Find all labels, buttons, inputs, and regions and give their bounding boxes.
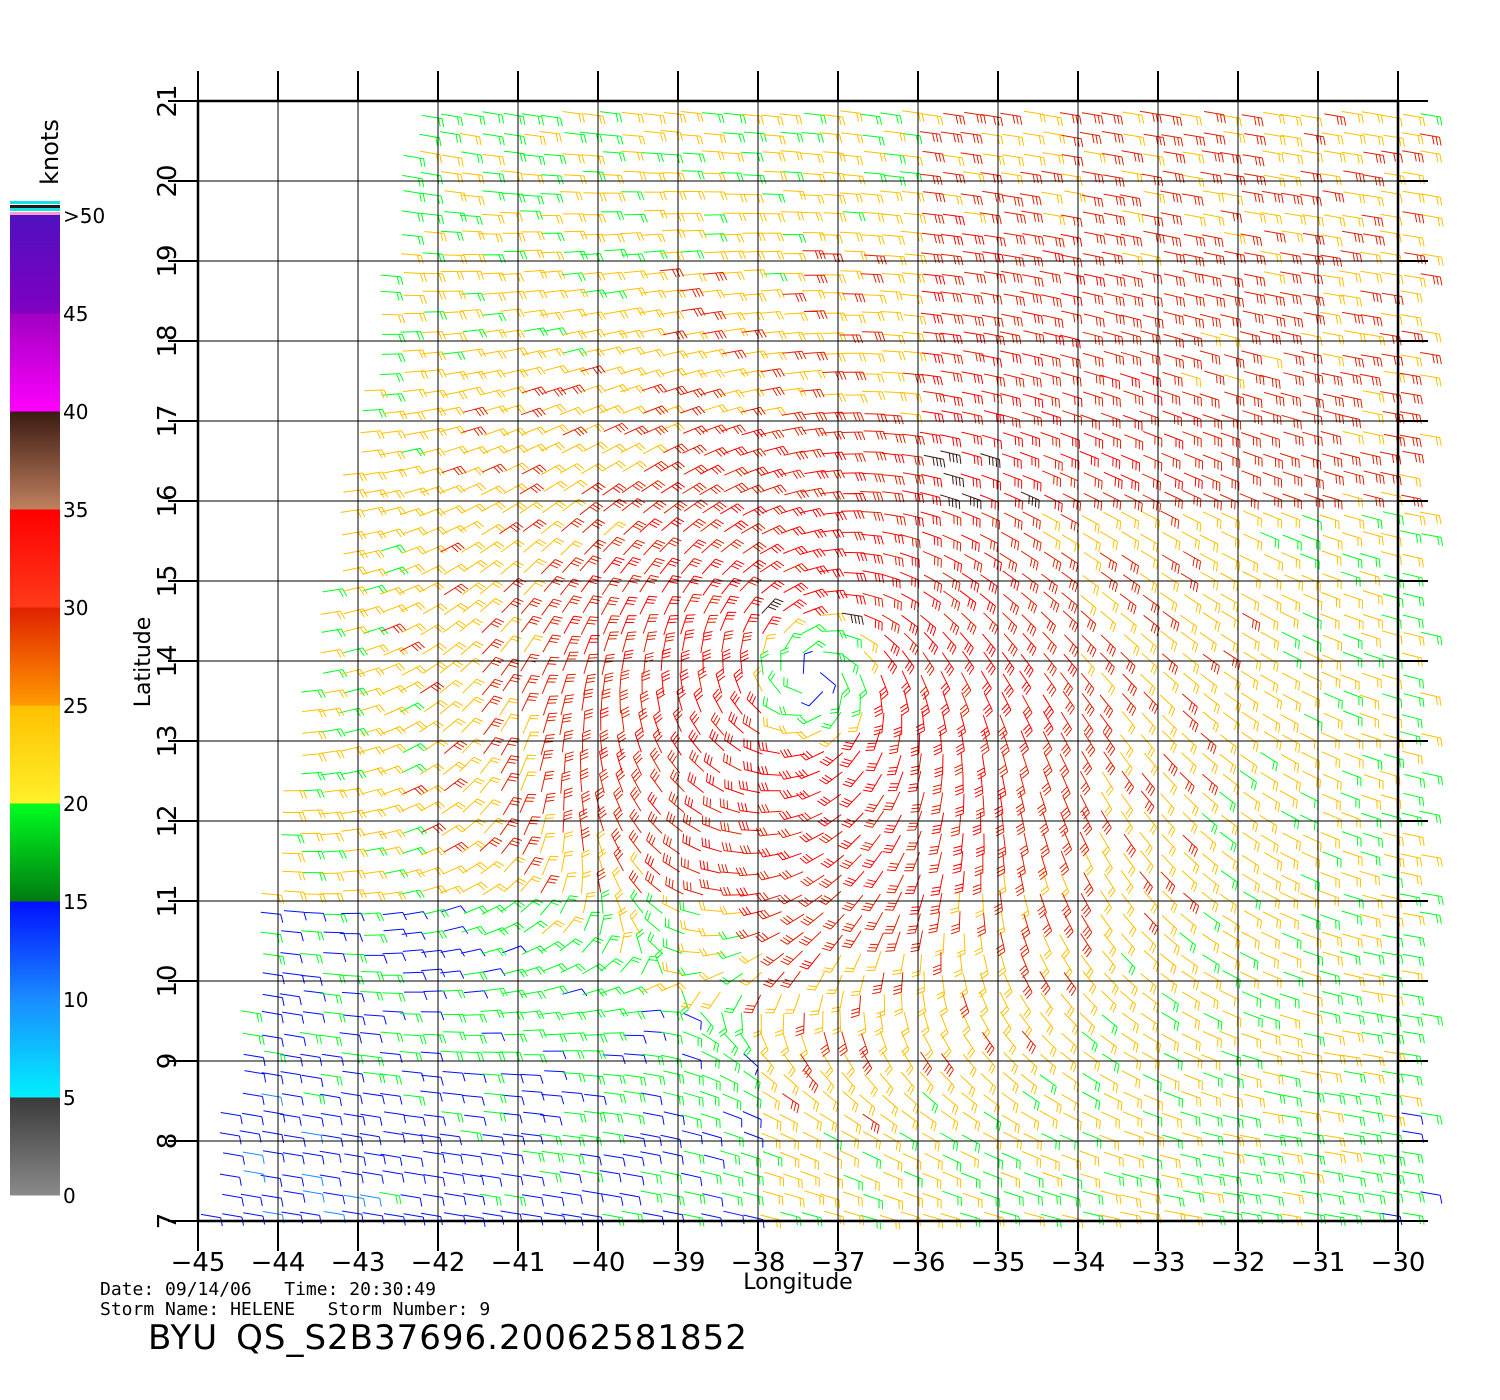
y-tick-label: 14: [153, 644, 183, 677]
date-time-line: Date: 09/14/06 Time: 20:30:49: [100, 1280, 436, 1300]
x-tick-label: −37: [811, 1248, 866, 1278]
colorbar-tick-label: 5: [63, 1086, 76, 1110]
colorbar-stripe: [10, 208, 60, 211]
colorbar-band: [10, 509, 60, 608]
colorbar-band: [10, 215, 60, 314]
y-tick-label: 21: [153, 84, 183, 117]
colorbar-band: [10, 901, 60, 1000]
product-title: BYU QS_S2B37696.20062581852: [148, 1318, 748, 1358]
colorbar-bands: [10, 201, 60, 1196]
wind-barb-group: [261, 110, 1444, 1230]
x-tick-label: −32: [1211, 1248, 1266, 1278]
y-tick-label: 7: [153, 1213, 183, 1230]
x-tick-label: −45: [171, 1248, 226, 1278]
x-tick-label: −38: [731, 1248, 786, 1278]
x-tick-label: −40: [571, 1248, 626, 1278]
y-tick-label: 8: [153, 1133, 183, 1150]
x-tick-label: −39: [651, 1248, 706, 1278]
colorbar-tick-label: 25: [63, 694, 88, 718]
x-tick-label: −34: [1051, 1248, 1106, 1278]
y-tick-label: 10: [153, 964, 183, 997]
colorbar-tick-label: 30: [63, 596, 88, 620]
x-tick-label: −41: [491, 1248, 546, 1278]
colorbar-band: [10, 411, 60, 510]
time-value: 20:30:49: [349, 1279, 436, 1300]
storm-name-label: Storm Name:: [100, 1299, 220, 1320]
x-tick-label: −43: [331, 1248, 386, 1278]
y-tick-label: 20: [153, 164, 183, 197]
x-tick-label: −36: [891, 1248, 946, 1278]
colorbar-band: [10, 1097, 60, 1196]
colorbar-stripe: [10, 212, 60, 215]
wind-barb-group: [240, 111, 1444, 1230]
colorbar-stripe: [10, 201, 60, 204]
y-tick-label: 17: [153, 404, 183, 437]
x-tick-label: −31: [1291, 1248, 1346, 1278]
x-axis-label: Longitude: [743, 1270, 852, 1295]
y-tick-label: 13: [153, 724, 183, 757]
colorbar: 0 5 10 15 20 25 30 35 40 45 >50 knots: [10, 119, 105, 1208]
colorbar-title: knots: [36, 119, 64, 185]
colorbar-tick-label: 0: [63, 1184, 76, 1208]
x-tick-label: −42: [411, 1248, 466, 1278]
storm-number-value: 9: [479, 1299, 491, 1320]
colorbar-tick-label: >50: [63, 204, 105, 228]
y-tick-label: 12: [153, 804, 183, 837]
colorbar-stripe: [10, 205, 60, 208]
y-axis-label: Latitude: [131, 617, 156, 708]
wind-barb-group: [381, 110, 1443, 1134]
y-tick-label: 11: [153, 884, 183, 917]
colorbar-tick-label: 45: [63, 302, 88, 326]
colorbar-band: [10, 607, 60, 706]
x-tick-labels: −45 −44 −43 −42 −41 −40 −39 −38 −37 −36 −35 −34 −33−…: [171, 1248, 1426, 1278]
storm-line: Storm Name: HELENE Storm Number: 9: [100, 1300, 490, 1320]
y-tick-label: 16: [153, 484, 183, 517]
colorbar-tick-label: 40: [63, 400, 88, 424]
colorbar-band: [10, 803, 60, 902]
colorbar-band: [10, 313, 60, 412]
time-label: Time:: [284, 1279, 339, 1300]
colorbar-tick-labels: 0 5 10 15 20 25 30 35 40 45 >50: [63, 204, 105, 1208]
map-grid: [168, 71, 1428, 1251]
product-id: QS_S2B37696.20062581852: [236, 1318, 748, 1358]
colorbar-tick-label: 15: [63, 890, 88, 914]
wind-barb-group: [242, 1093, 382, 1224]
x-tick-label: −44: [251, 1248, 306, 1278]
colorbar-tick-label: 10: [63, 988, 88, 1012]
wind-barbs: [200, 110, 1444, 1230]
storm-name-value: HELENE: [230, 1299, 296, 1320]
y-tick-label: 15: [153, 564, 183, 597]
date-label: Date:: [100, 1279, 155, 1300]
wind-barb-group: [563, 213, 1203, 970]
x-tick-label: −30: [1371, 1248, 1426, 1278]
date-value: 09/14/06: [165, 1279, 252, 1300]
wind-barb-group: [761, 450, 1040, 625]
x-tick-label: −35: [971, 1248, 1026, 1278]
colorbar-tick-label: 35: [63, 498, 88, 522]
x-tick-label: −33: [1131, 1248, 1186, 1278]
colorbar-tick-label: 20: [63, 792, 88, 816]
y-tick-label: 9: [153, 1053, 183, 1070]
colorbar-band: [10, 999, 60, 1098]
storm-number-label: Storm Number:: [327, 1299, 469, 1320]
y-tick-label: 19: [153, 244, 183, 277]
agency-name: BYU: [148, 1318, 219, 1358]
y-tick-label: 18: [153, 324, 183, 357]
colorbar-band: [10, 705, 60, 804]
plot-frame: [196, 99, 1400, 1223]
y-tick-labels: 7 8 9 10 11 12 13 14 15 16 17 18 19 20 21: [153, 84, 183, 1229]
